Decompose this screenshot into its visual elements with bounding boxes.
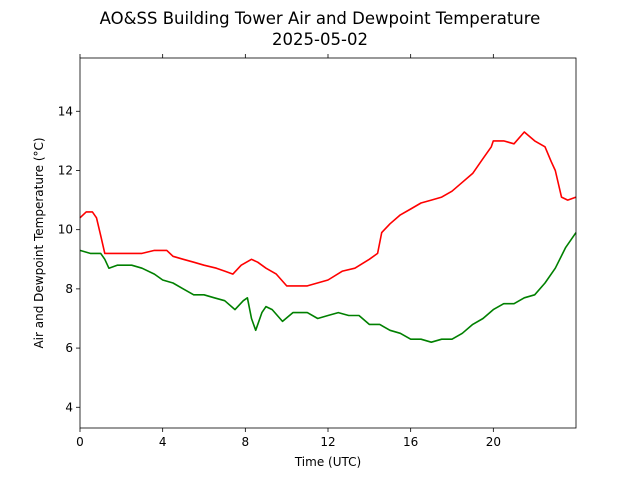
series-line-1: [79, 131, 577, 287]
x-tick-label: 8: [242, 435, 250, 449]
x-axis-label: Time (UTC): [294, 455, 361, 469]
series-layer: [79, 131, 577, 343]
y-tick-label: 10: [58, 223, 73, 237]
x-tick-label: 16: [403, 435, 418, 449]
chart-title: AO&SS Building Tower Air and Dewpoint Te…: [100, 9, 541, 28]
y-tick-label: 14: [58, 104, 73, 118]
ticks-layer: 0 4 8 12 16 20 4 6 8 10 12 14: [58, 54, 501, 449]
x-tick-label: 12: [320, 435, 335, 449]
x-tick-label: 20: [486, 435, 501, 449]
x-tick-label: 0: [76, 435, 84, 449]
plot-frame: [79, 57, 577, 429]
chart-subtitle: 2025-05-02: [272, 30, 368, 49]
y-axis-label: Air and Dewpoint Temperature (°C): [32, 137, 46, 348]
y-tick-label: 8: [65, 282, 73, 296]
y-tick-label: 12: [58, 163, 73, 177]
y-tick-label: 4: [65, 400, 73, 414]
series-line-2: [79, 232, 577, 343]
x-tick-label: 4: [159, 435, 167, 449]
y-tick-label: 6: [65, 341, 73, 355]
